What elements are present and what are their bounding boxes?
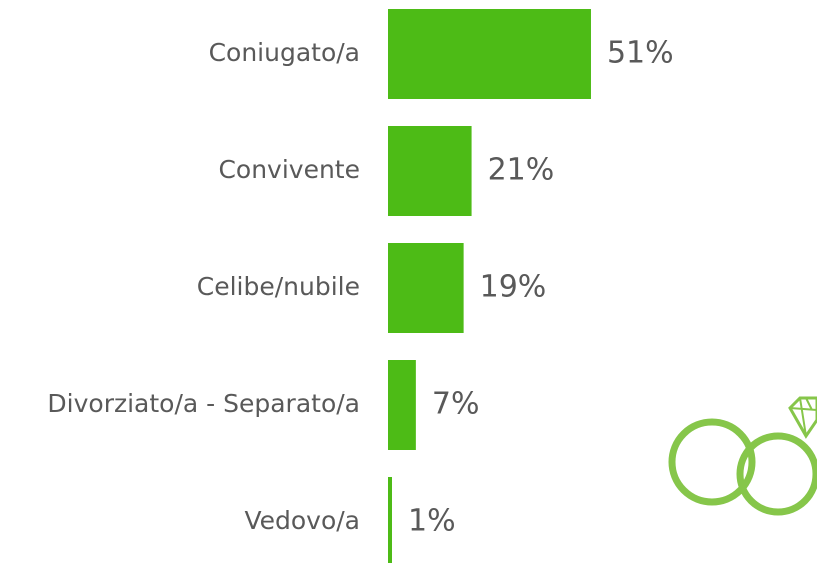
category-label: Coniugato/a: [209, 38, 360, 67]
value-label: 1%: [408, 504, 456, 539]
value-label: 21%: [488, 153, 555, 188]
bar: [388, 126, 472, 216]
rings-icon: [668, 396, 817, 516]
bar: [388, 477, 392, 563]
value-label: 51%: [607, 36, 674, 71]
bar: [388, 9, 591, 99]
category-label: Divorziato/a - Separato/a: [47, 389, 360, 418]
value-label: 19%: [480, 270, 547, 305]
category-label: Celibe/nubile: [197, 272, 360, 301]
category-label: Convivente: [218, 155, 360, 184]
category-label: Vedovo/a: [244, 506, 360, 535]
bar: [388, 360, 416, 450]
bar: [388, 243, 464, 333]
value-label: 7%: [432, 387, 480, 422]
